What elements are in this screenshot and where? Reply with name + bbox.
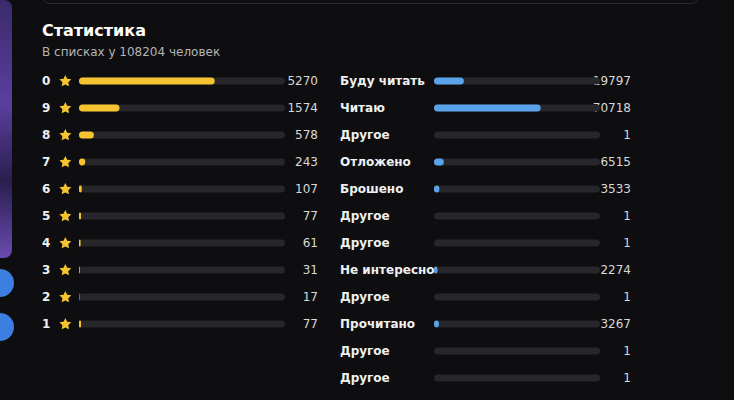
svg-text:17: 17 <box>303 290 318 304</box>
svg-text:Другое: Другое <box>340 128 390 142</box>
svg-text:Брошено: Брошено <box>340 182 403 196</box>
svg-text:1: 1 <box>623 209 631 223</box>
svg-text:1: 1 <box>623 290 631 304</box>
svg-text:61: 61 <box>303 236 318 250</box>
svg-text:5270: 5270 <box>287 74 318 88</box>
svg-text:Буду читать: Буду читать <box>340 74 425 88</box>
svg-text:107: 107 <box>295 182 318 196</box>
svg-text:1: 1 <box>623 371 631 385</box>
svg-text:9: 9 <box>42 101 50 115</box>
svg-text:1: 1 <box>623 128 631 142</box>
svg-text:6515: 6515 <box>600 155 631 169</box>
svg-text:1: 1 <box>623 236 631 250</box>
svg-text:Другое: Другое <box>340 290 390 304</box>
svg-text:Другое: Другое <box>340 371 390 385</box>
svg-text:3267: 3267 <box>600 317 631 331</box>
svg-text:1: 1 <box>623 344 631 358</box>
svg-text:Прочитано: Прочитано <box>340 317 415 331</box>
svg-text:19797: 19797 <box>592 74 631 88</box>
svg-text:Не интересно: Не интересно <box>340 263 435 277</box>
svg-text:578: 578 <box>295 128 318 142</box>
svg-text:Другое: Другое <box>340 209 390 223</box>
svg-text:3: 3 <box>42 263 50 277</box>
svg-text:7: 7 <box>42 155 50 169</box>
svg-text:1: 1 <box>42 317 50 331</box>
svg-text:Читаю: Читаю <box>340 101 385 115</box>
svg-text:70718: 70718 <box>592 101 631 115</box>
svg-text:6: 6 <box>42 182 50 196</box>
svg-text:2: 2 <box>42 290 50 304</box>
svg-text:2274: 2274 <box>600 263 631 277</box>
svg-text:Другое: Другое <box>340 236 390 250</box>
svg-text:5: 5 <box>42 209 50 223</box>
svg-text:77: 77 <box>303 317 318 331</box>
svg-text:1574: 1574 <box>287 101 318 115</box>
svg-text:3533: 3533 <box>600 182 631 196</box>
svg-text:0: 0 <box>42 74 50 88</box>
svg-text:8: 8 <box>42 128 50 142</box>
svg-text:В списках у 108204 человек: В списках у 108204 человек <box>42 45 220 59</box>
svg-text:243: 243 <box>295 155 318 169</box>
svg-text:Отложено: Отложено <box>340 155 411 169</box>
svg-text:31: 31 <box>303 263 318 277</box>
svg-text:Другое: Другое <box>340 344 390 358</box>
svg-text:Статистика: Статистика <box>42 21 146 40</box>
svg-text:4: 4 <box>42 236 50 250</box>
svg-text:77: 77 <box>303 209 318 223</box>
